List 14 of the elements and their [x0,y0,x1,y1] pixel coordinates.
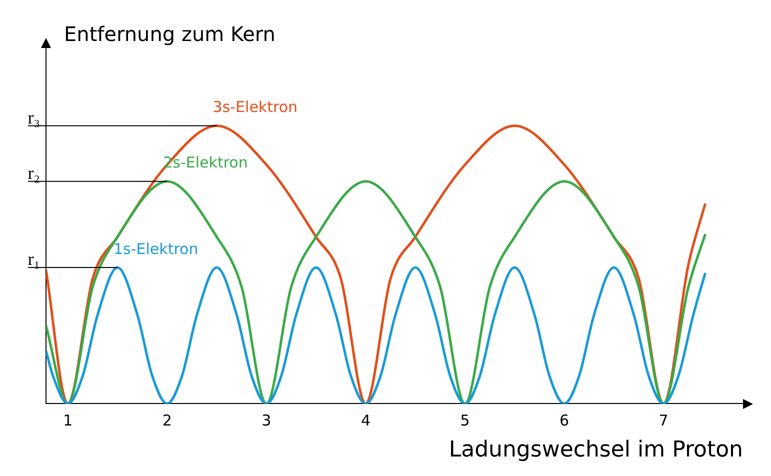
ref-line-label: r₃ [28,108,40,128]
series-label: 3s-Elektron [212,98,298,116]
x-tick-label: 5 [460,411,470,430]
x-tick-label: 1 [63,411,73,430]
x-tick-label: 4 [360,411,370,430]
x-axis-title: Ladungswechsel im Proton [448,438,743,463]
x-tick-label: 2 [162,411,172,430]
series-label: 1s-Elektron [113,240,198,258]
x-tick-label: 3 [262,411,272,430]
x-tick-label: 7 [658,411,668,430]
y-axis-title: Entfernung zum Kern [64,22,276,46]
ref-line-label: r₂ [28,163,40,184]
x-tick-label: 6 [560,411,570,430]
ref-line-label: r₁ [28,249,40,270]
